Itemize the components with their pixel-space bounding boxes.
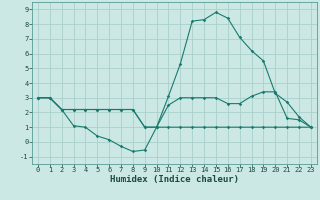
X-axis label: Humidex (Indice chaleur): Humidex (Indice chaleur) <box>110 175 239 184</box>
